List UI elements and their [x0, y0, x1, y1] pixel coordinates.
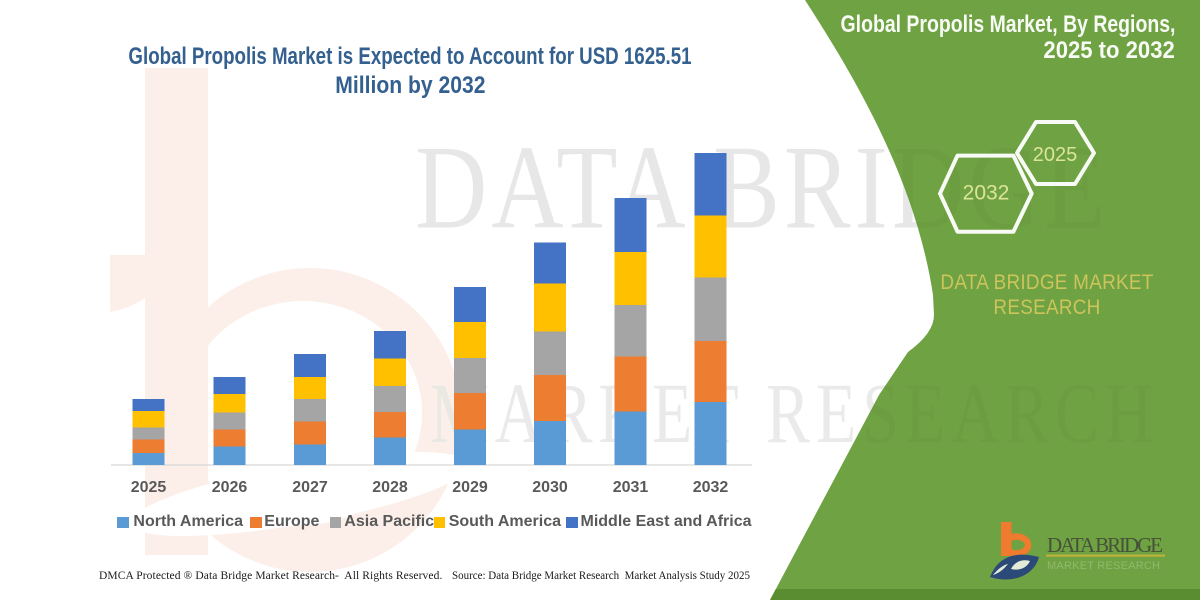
svg-text:2032: 2032	[963, 182, 1010, 205]
svg-text:MARKET RESEARCH: MARKET RESEARCH	[1047, 560, 1160, 572]
svg-text:2025: 2025	[1033, 144, 1078, 166]
svg-text:DATA BRIDGE: DATA BRIDGE	[1047, 533, 1163, 557]
